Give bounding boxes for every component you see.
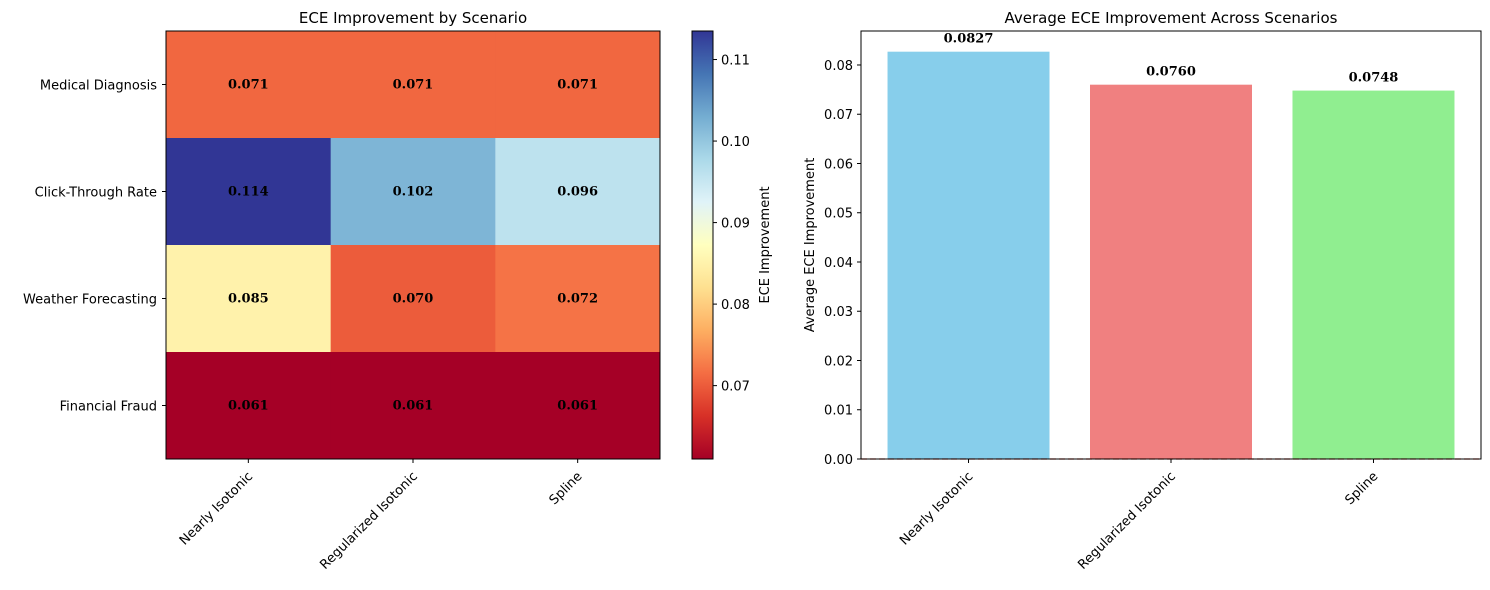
heatmap-cell <box>495 245 661 353</box>
bar-chart-x-ticks: Nearly Isotonic Regularized Isotonic Splin… <box>897 459 1381 573</box>
heatmap-column-label: Regularized Isotonic <box>317 469 420 572</box>
y-tick-label: 0.06 <box>824 157 853 172</box>
y-tick-label: 0.03 <box>824 305 853 320</box>
heatmap-row-label: Weather Forecasting <box>23 293 157 308</box>
heatmap-cell <box>495 138 661 246</box>
heatmap-cell-value: 0.061 <box>557 399 598 414</box>
colorbar-frame <box>691 30 714 460</box>
colorbar-tick-label: 0.08 <box>721 298 750 313</box>
heatmap-cell-value: 0.085 <box>228 292 269 307</box>
bar <box>1292 90 1455 459</box>
bar-chart-title: Average ECE Improvement Across Scenarios <box>1005 9 1338 27</box>
x-tick-label: Regularized Isotonic <box>1075 469 1178 572</box>
heatmap-cell-value: 0.096 <box>557 185 598 200</box>
heatmap-title: ECE Improvement by Scenario <box>299 9 527 27</box>
heatmap-column-ticks: Nearly Isotonic Regularized Isotonic Splin… <box>177 459 586 573</box>
y-tick-label: 0.02 <box>824 354 853 369</box>
heatmap-cell-value: 0.061 <box>393 399 434 414</box>
x-tick-label: Spline <box>1342 469 1381 508</box>
colorbar-tick-label: 0.09 <box>721 217 750 232</box>
heatmap-cell <box>166 352 332 460</box>
heatmap-cell-value: 0.071 <box>228 78 269 93</box>
bar-chart-panel: Average ECE Improvement Across Scenarios… <box>803 9 1482 573</box>
bar-chart-value-labels: 0.0827 0.0760 0.0748 <box>944 32 1399 86</box>
heatmap-column-label: Nearly Isotonic <box>177 469 256 548</box>
y-tick-label: 0.04 <box>824 256 853 271</box>
bar-chart-y-ticks: 0.00 0.01 0.02 0.03 0.04 0.05 0.06 0.07 0.08 <box>824 59 861 468</box>
bar-value-label: 0.0760 <box>1146 65 1196 80</box>
heatmap-cell-value: 0.072 <box>557 292 598 307</box>
bar-value-label: 0.0827 <box>944 32 994 47</box>
heatmap-cell <box>495 31 661 139</box>
colorbar-fill <box>692 31 713 459</box>
x-tick-label: Nearly Isotonic <box>897 469 976 548</box>
heatmap-cell <box>495 352 661 460</box>
heatmap-cell <box>166 138 332 246</box>
heatmap-cell-value: 0.114 <box>228 185 269 200</box>
colorbar-tick-label: 0.11 <box>721 54 750 69</box>
heatmap-row-label: Financial Fraud <box>60 400 157 415</box>
heatmap-row-label: Click-Through Rate <box>35 186 157 201</box>
heatmap-panel: ECE Improvement by Scenario 0.071 0.071 0.… <box>23 9 661 573</box>
heatmap-cell-value: 0.071 <box>393 78 434 93</box>
heatmap-cell-value: 0.102 <box>393 185 434 200</box>
heatmap-row-label: Medical Diagnosis <box>40 79 157 94</box>
heatmap-cell-value: 0.070 <box>393 292 434 307</box>
heatmap-cell <box>330 352 496 460</box>
y-tick-label: 0.07 <box>824 108 853 123</box>
heatmap-cell <box>166 31 332 139</box>
heatmap-row-ticks: Medical Diagnosis Click-Through Rate Weath… <box>23 79 166 415</box>
colorbar-tick-label: 0.10 <box>721 135 750 150</box>
bar-chart-bars <box>887 51 1455 459</box>
y-tick-label: 0.05 <box>824 207 853 222</box>
y-tick-label: 0.08 <box>824 59 853 74</box>
heatmap-cell-value: 0.061 <box>228 399 269 414</box>
bar-chart-y-axis-label: Average ECE Improvement <box>803 158 818 333</box>
heatmap-value-labels: 0.071 0.071 0.071 0.114 0.102 0.096 0.085 0.070… <box>228 78 598 414</box>
colorbar-ticks: 0.07 0.08 0.09 0.10 0.11 <box>713 54 750 395</box>
y-tick-label: 0.01 <box>824 404 853 419</box>
bar <box>887 51 1050 459</box>
heatmap-cell <box>330 31 496 139</box>
y-tick-label: 0.00 <box>824 453 853 468</box>
heatmap-cell <box>330 138 496 246</box>
heatmap-column-label: Spline <box>547 469 586 508</box>
bar <box>1090 84 1252 459</box>
colorbar-label: ECE Improvement <box>758 186 773 303</box>
heatmap-cell <box>166 245 332 353</box>
heatmap-cell-value: 0.071 <box>557 78 598 93</box>
heatmap-cells <box>166 31 661 460</box>
colorbar-tick-label: 0.07 <box>721 380 750 395</box>
colorbar: 0.07 0.08 0.09 0.10 0.11 ECE Improvement <box>691 30 773 460</box>
heatmap-cell <box>330 245 496 353</box>
bar-value-label: 0.0748 <box>1349 71 1399 86</box>
